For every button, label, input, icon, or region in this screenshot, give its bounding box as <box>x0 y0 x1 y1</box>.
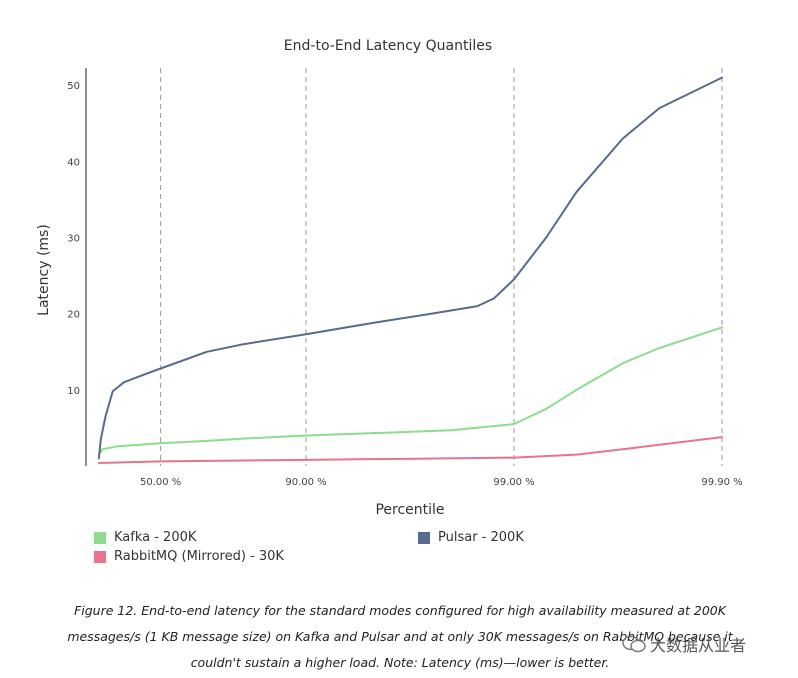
caption-line-3: couldn't sustain a higher load. Note: La… <box>190 655 610 670</box>
y-tick-label-3: 40 <box>67 157 80 168</box>
caption-line-2: messages/s (1 KB message size) on Kafka … <box>67 629 733 644</box>
chart-title: End-to-End Latency Quantiles <box>284 38 492 54</box>
x-axis-label: Percentile <box>375 502 444 518</box>
y-tick-label-0: 10 <box>67 386 80 397</box>
series-line-pulsar <box>97 76 723 460</box>
chat-bubble-icon <box>622 635 646 653</box>
series-line-rabbitmq <box>97 436 723 464</box>
legend-label-kafka: Kafka - 200K <box>114 530 197 545</box>
x-tick-label-1: 90.00 % <box>285 477 326 488</box>
y-tick-label-4: 50 <box>67 81 80 92</box>
kafka-swatch <box>94 531 106 544</box>
caption-line-1: Figure 12. End-to-end latency for the st… <box>74 603 726 618</box>
series-line-kafka <box>97 326 723 456</box>
y-tick-label-1: 20 <box>67 310 80 321</box>
grid-lines <box>160 68 723 466</box>
x-tick-label-2: 99.00 % <box>493 477 534 488</box>
legend-label-rabbitmq: RabbitMQ (Mirrored) - 30K <box>114 549 284 564</box>
legend-item-kafka: Kafka - 200K <box>94 530 196 545</box>
latency-chart: End-to-End Latency Quantiles 1020304050 … <box>36 38 743 518</box>
y-ticks: 10 20 30 40 50 <box>67 81 80 397</box>
watermark-text: 大数据从业者 <box>650 636 747 655</box>
y-axis-label: Latency (ms) <box>36 224 52 316</box>
legend-label-pulsar: Pulsar - 200K <box>438 530 524 545</box>
legend-item-rabbitmq: RabbitMQ (Mirrored) - 30K <box>94 549 284 564</box>
watermark: 大数据从业者 <box>622 632 746 656</box>
legend-item-pulsar: Pulsar - 200K <box>418 530 524 545</box>
y-tick-label-2: 30 <box>67 234 80 245</box>
pulsar-swatch <box>418 531 430 544</box>
rabbitmq-swatch <box>94 550 106 563</box>
x-tick-label-0: 50.00 % <box>140 477 181 488</box>
figure-caption: Figure 12. End-to-end latency for the st… <box>20 598 780 676</box>
x-tick-label-3: 99.90 % <box>701 477 742 488</box>
series-lines <box>97 76 723 464</box>
x-ticks: 50.00 % 90.00 % 99.00 % 99.90 % <box>140 477 743 488</box>
